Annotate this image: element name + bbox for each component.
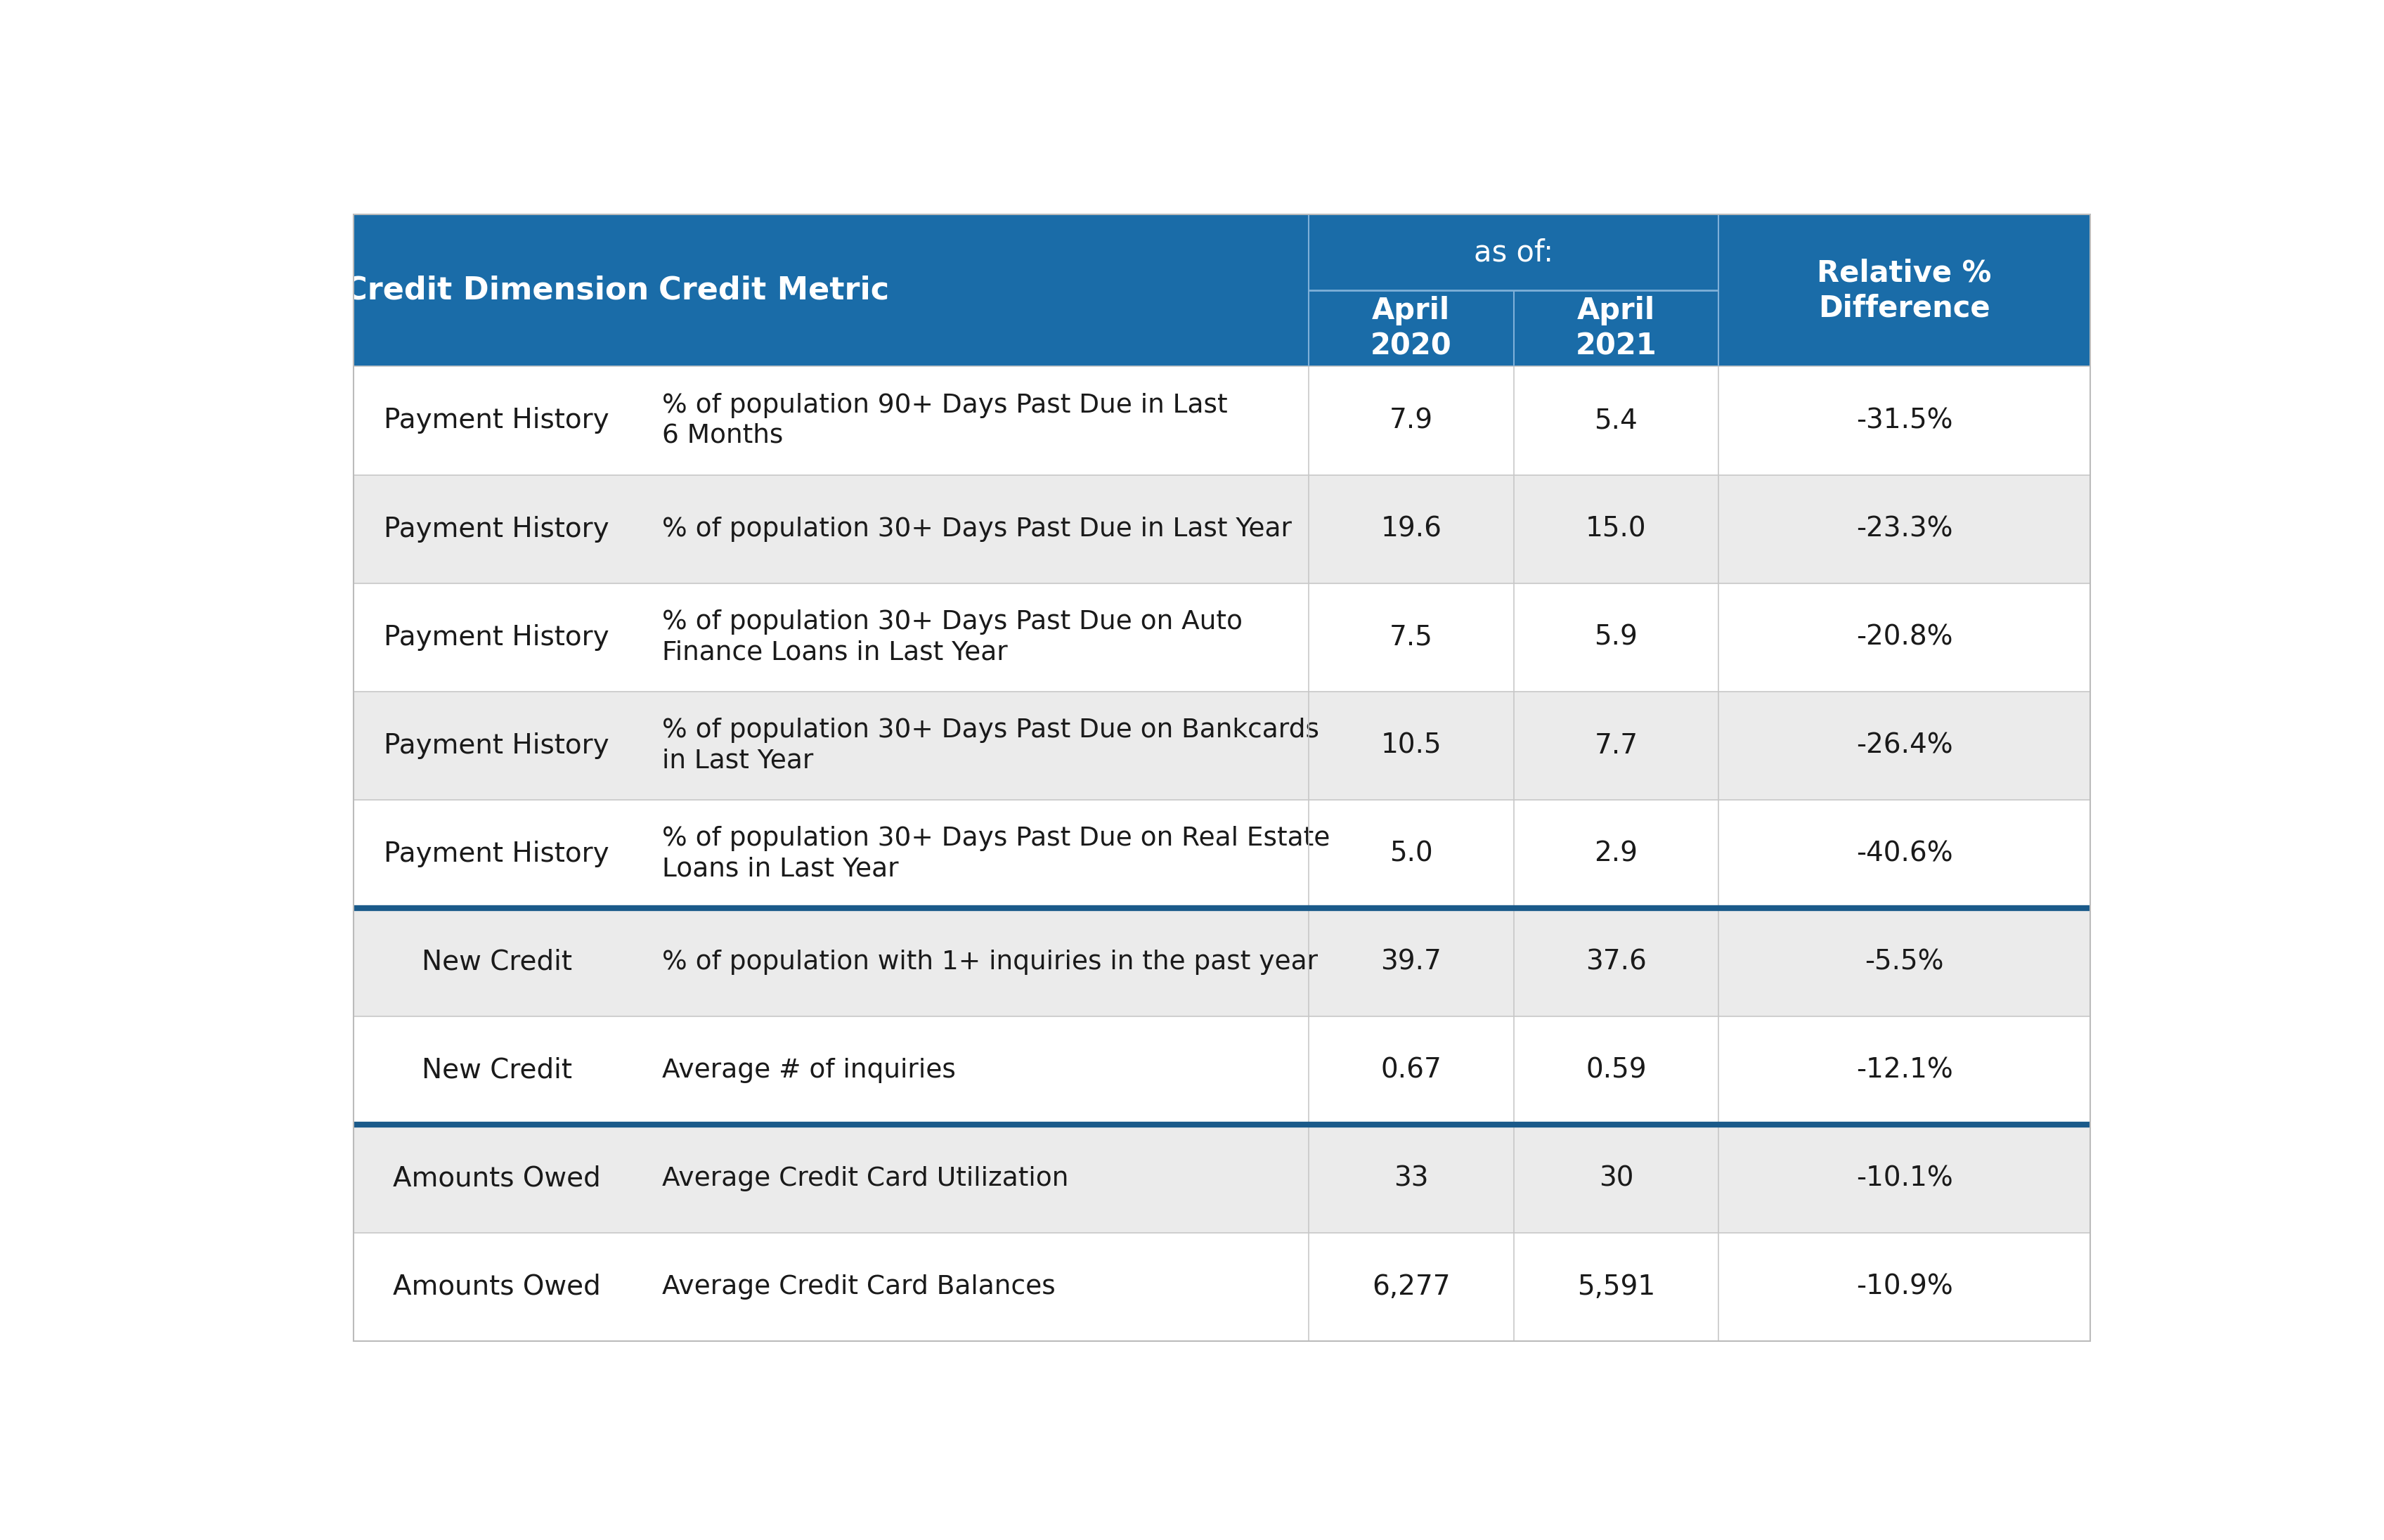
Text: 5.9: 5.9: [1595, 624, 1638, 650]
Text: 7.5: 7.5: [1390, 624, 1433, 650]
Text: 10.5: 10.5: [1380, 732, 1442, 759]
Text: 7.9: 7.9: [1390, 407, 1433, 434]
Bar: [353, 474, 2091, 584]
Text: Average # of inquiries: Average # of inquiries: [663, 1058, 956, 1083]
Bar: [353, 691, 2091, 799]
Text: 37.6: 37.6: [1585, 949, 1647, 975]
Text: Payment History: Payment History: [384, 516, 610, 542]
Text: -20.8%: -20.8%: [1857, 624, 1952, 650]
Text: -5.5%: -5.5%: [1864, 949, 1943, 975]
Text: % of population 30+ Days Past Due on Real Estate
Loans in Last Year: % of population 30+ Days Past Due on Rea…: [663, 825, 1330, 881]
Text: 0.67: 0.67: [1380, 1056, 1442, 1084]
Text: % of population 30+ Days Past Due in Last Year: % of population 30+ Days Past Due in Las…: [663, 516, 1292, 542]
Text: 5.0: 5.0: [1390, 841, 1433, 867]
Text: 2.9: 2.9: [1595, 841, 1638, 867]
Text: Payment History: Payment History: [384, 407, 610, 434]
Text: 30: 30: [1600, 1166, 1633, 1192]
Bar: [353, 214, 2091, 367]
Text: Payment History: Payment History: [384, 732, 610, 759]
Bar: [353, 1016, 2091, 1124]
Text: Amounts Owed: Amounts Owed: [393, 1274, 601, 1300]
Text: 6,277: 6,277: [1371, 1274, 1449, 1300]
Bar: [353, 584, 2091, 691]
Text: 5,591: 5,591: [1576, 1274, 1654, 1300]
Text: 19.6: 19.6: [1380, 516, 1442, 542]
Text: -23.3%: -23.3%: [1857, 516, 1952, 542]
Text: Credit Dimension: Credit Dimension: [343, 276, 648, 305]
Text: Payment History: Payment History: [384, 841, 610, 867]
Text: Average Credit Card Balances: Average Credit Card Balances: [663, 1274, 1056, 1300]
Bar: [353, 1124, 2091, 1232]
Text: New Credit: New Credit: [422, 949, 572, 975]
Text: Payment History: Payment History: [384, 624, 610, 650]
Text: -31.5%: -31.5%: [1857, 407, 1952, 434]
Text: 15.0: 15.0: [1585, 516, 1647, 542]
Text: as of:: as of:: [1473, 237, 1554, 268]
Text: -40.6%: -40.6%: [1857, 841, 1952, 867]
Text: 39.7: 39.7: [1380, 949, 1442, 975]
Text: % of population 90+ Days Past Due in Last
6 Months: % of population 90+ Days Past Due in Las…: [663, 393, 1228, 448]
Text: Amounts Owed: Amounts Owed: [393, 1166, 601, 1192]
Text: New Credit: New Credit: [422, 1056, 572, 1084]
Bar: [353, 799, 2091, 909]
Text: Relative %
Difference: Relative % Difference: [1817, 259, 1991, 323]
Text: April
2021: April 2021: [1576, 296, 1657, 360]
Text: Average Credit Card Utilization: Average Credit Card Utilization: [663, 1166, 1068, 1192]
Text: % of population 30+ Days Past Due on Auto
Finance Loans in Last Year: % of population 30+ Days Past Due on Aut…: [663, 610, 1242, 665]
Text: 0.59: 0.59: [1585, 1056, 1647, 1084]
Bar: [353, 367, 2091, 474]
Text: 33: 33: [1395, 1166, 1428, 1192]
Text: April
2020: April 2020: [1371, 296, 1452, 360]
Bar: [353, 909, 2091, 1016]
Text: % of population 30+ Days Past Due on Bankcards
in Last Year: % of population 30+ Days Past Due on Ban…: [663, 718, 1318, 773]
Text: % of population with 1+ inquiries in the past year: % of population with 1+ inquiries in the…: [663, 949, 1318, 975]
Text: -12.1%: -12.1%: [1855, 1056, 1952, 1084]
Text: -10.1%: -10.1%: [1855, 1166, 1952, 1192]
Text: Credit Metric: Credit Metric: [658, 276, 889, 305]
Bar: [353, 1232, 2091, 1341]
Text: 7.7: 7.7: [1595, 732, 1638, 759]
Text: -10.9%: -10.9%: [1855, 1274, 1952, 1300]
Text: -26.4%: -26.4%: [1857, 732, 1952, 759]
Text: 5.4: 5.4: [1595, 407, 1638, 434]
